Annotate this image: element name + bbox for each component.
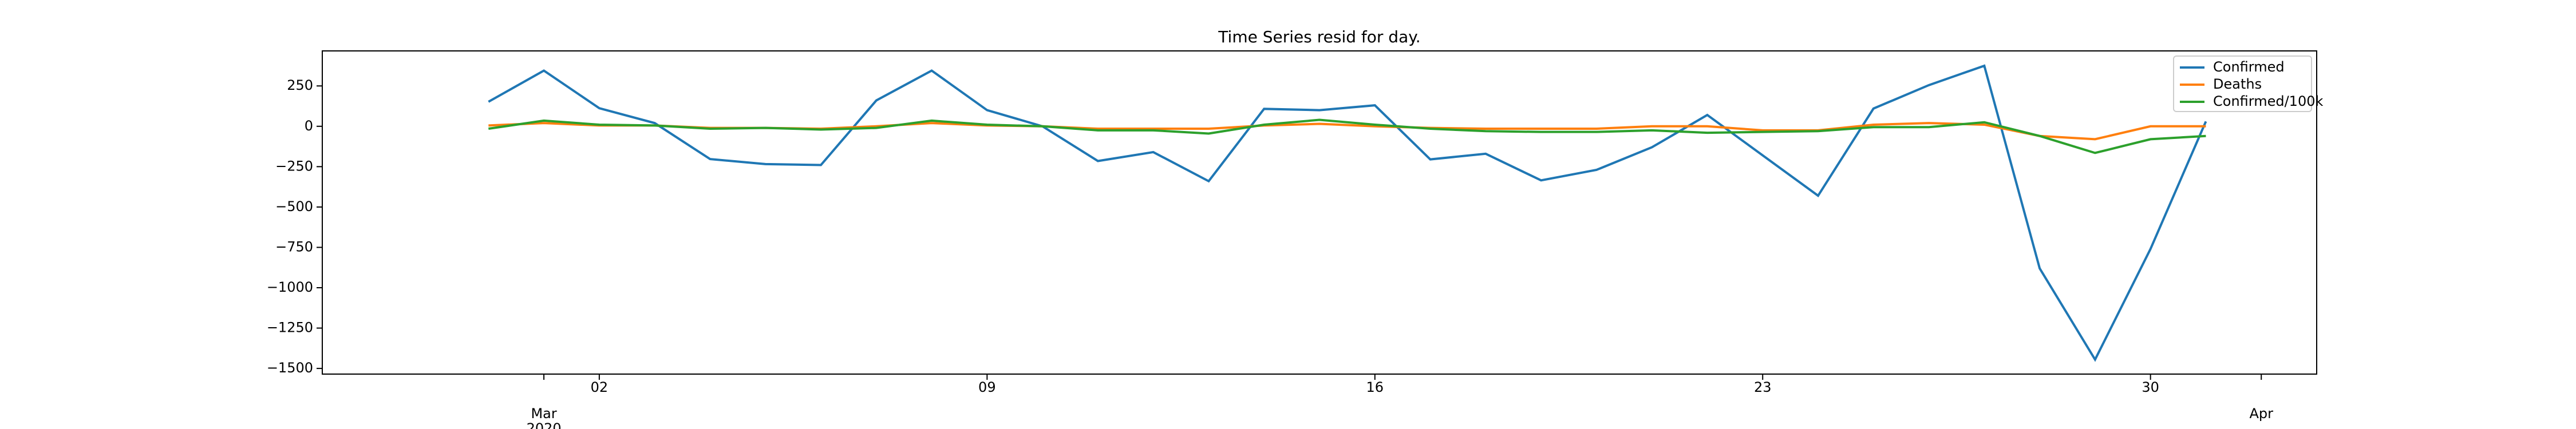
x-tick-year: 2020 <box>527 420 562 429</box>
legend-label: Confirmed/100k <box>2213 93 2323 109</box>
y-tick-label: −1500 <box>267 360 313 376</box>
legend-box <box>2173 55 2312 112</box>
series-line <box>488 118 2206 154</box>
y-tick-label: −750 <box>275 239 313 255</box>
y-tick-label: −1250 <box>267 320 313 336</box>
x-tick-label: 02 <box>591 379 609 395</box>
y-tick-label: 0 <box>305 118 313 134</box>
x-tick-label: 30 <box>2142 379 2159 395</box>
legend-label: Deaths <box>2213 76 2262 92</box>
axes-frame <box>322 50 2317 375</box>
y-tick-label: −250 <box>275 158 313 174</box>
legend-label: Confirmed <box>2213 59 2285 75</box>
x-tick-label: Mar <box>531 406 556 422</box>
series-line <box>488 64 2207 362</box>
x-tick-label: 09 <box>978 379 996 395</box>
chart-title: Time Series resid for day. <box>1218 27 1420 46</box>
y-tick-label: 250 <box>287 77 313 93</box>
x-tick-label: Apr <box>2249 406 2273 422</box>
y-tick-label: −1000 <box>267 279 313 295</box>
x-tick-label: 16 <box>1366 379 1384 395</box>
y-tick-label: −500 <box>275 198 313 214</box>
x-tick-label: 23 <box>1754 379 1772 395</box>
